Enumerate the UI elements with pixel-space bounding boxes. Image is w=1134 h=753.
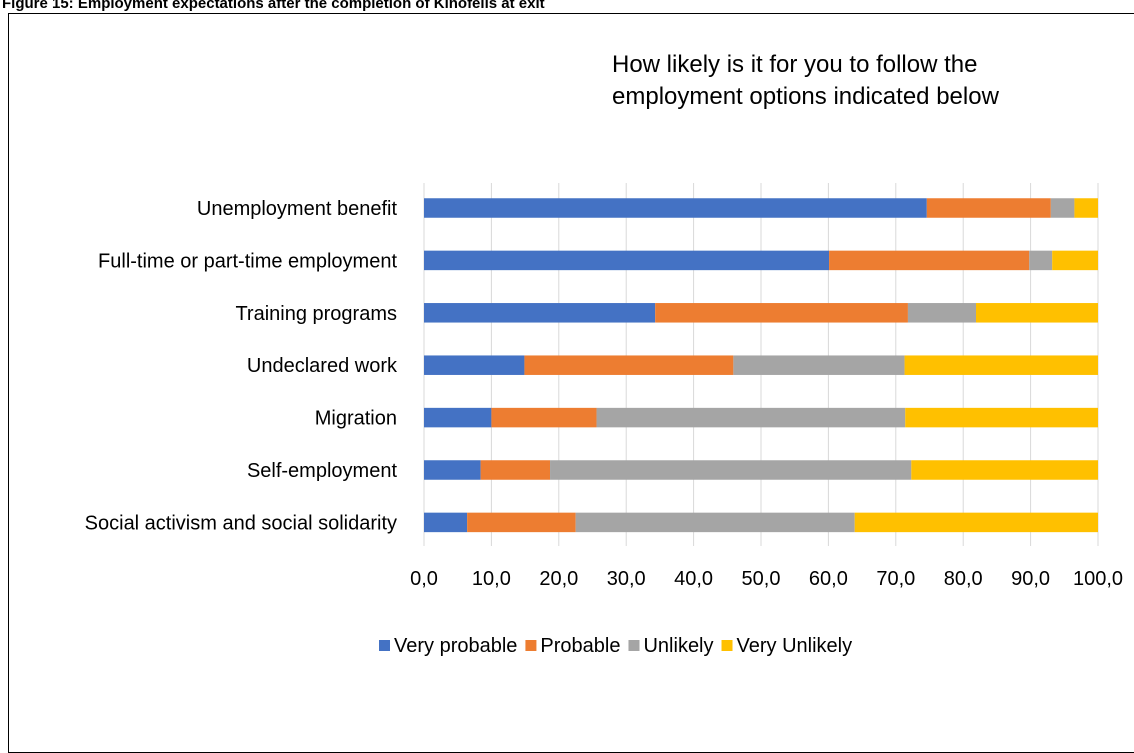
x-tick-label: 0,0 xyxy=(410,568,438,590)
x-tick-label: 100,0 xyxy=(1073,568,1123,590)
bar-segment xyxy=(550,460,912,480)
bar-segment xyxy=(480,460,551,480)
bar-segment xyxy=(904,355,1098,375)
x-tick-label: 70,0 xyxy=(876,568,915,590)
bar-segment xyxy=(829,250,1030,271)
category-label: Social activism and social solidarity xyxy=(85,512,397,534)
bar-segment xyxy=(424,303,656,323)
legend-swatch xyxy=(628,640,640,651)
figure-caption: Figure 15: Employment expectations after… xyxy=(2,0,545,12)
legend-swatch xyxy=(721,640,733,651)
bar-segment xyxy=(524,355,734,375)
x-tick-label: 80,0 xyxy=(944,568,983,590)
bar-segment xyxy=(424,512,468,533)
legend-label: Probable xyxy=(540,635,620,657)
x-tick-label: 30,0 xyxy=(607,568,646,590)
x-tick-label: 50,0 xyxy=(742,568,781,590)
legend: Very probable Probable Unlikely Very Unlike… xyxy=(379,635,852,657)
category-label: Self-employment xyxy=(247,460,398,482)
bar-segment xyxy=(424,198,927,218)
legend-label: Very Unlikely xyxy=(737,635,853,657)
bar-segment xyxy=(1050,198,1075,218)
chart-title-line: employment options indicated below xyxy=(612,83,1000,110)
category-labels: Unemployment benefit Full-time or part-ti… xyxy=(85,198,398,534)
legend-label: Unlikely xyxy=(643,635,713,657)
bar-segment xyxy=(854,512,1098,533)
category-label: Full-time or part-time employment xyxy=(98,250,397,272)
bar-segment xyxy=(911,460,1098,480)
bar-segment xyxy=(926,198,1051,218)
bar-segment xyxy=(467,512,576,533)
bar-segment xyxy=(655,303,908,323)
category-label: Training programs xyxy=(235,303,397,325)
bar-segment xyxy=(596,407,906,428)
chart-title: How likely is it for you to follow the em… xyxy=(612,51,1000,110)
bar-segment xyxy=(1052,250,1098,271)
stacked-bar-chart: How likely is it for you to follow the em… xyxy=(85,51,1123,657)
bar-segment xyxy=(491,407,597,428)
category-label: Undeclared work xyxy=(247,355,398,377)
chart-title-line: How likely is it for you to follow the xyxy=(612,51,977,78)
bars xyxy=(424,198,1098,533)
bar-segment xyxy=(424,250,830,271)
bar-segment xyxy=(424,460,481,480)
legend-label: Very probable xyxy=(394,635,517,657)
bar-segment xyxy=(1074,198,1098,218)
bar-segment xyxy=(575,512,855,533)
x-tick-label: 20,0 xyxy=(539,568,578,590)
x-tick-labels: 0,0 10,0 20,0 30,0 40,0 50,0 60,0 70,0 80,0 90,0 1… xyxy=(410,568,1123,590)
bar-segment xyxy=(905,407,1098,428)
bar-segment xyxy=(733,355,905,375)
category-label: Unemployment benefit xyxy=(197,198,398,220)
x-tick-label: 90,0 xyxy=(1011,568,1050,590)
bar-segment xyxy=(424,407,492,428)
x-tick-label: 60,0 xyxy=(809,568,848,590)
x-tick-label: 40,0 xyxy=(674,568,713,590)
bar-segment xyxy=(1029,250,1053,271)
bar-segment xyxy=(976,303,1098,323)
x-tick-label: 10,0 xyxy=(472,568,511,590)
bar-segment xyxy=(907,303,977,323)
legend-swatch xyxy=(525,640,537,651)
legend-swatch xyxy=(379,640,390,651)
category-label: Migration xyxy=(315,408,397,430)
bar-segment xyxy=(424,355,525,375)
